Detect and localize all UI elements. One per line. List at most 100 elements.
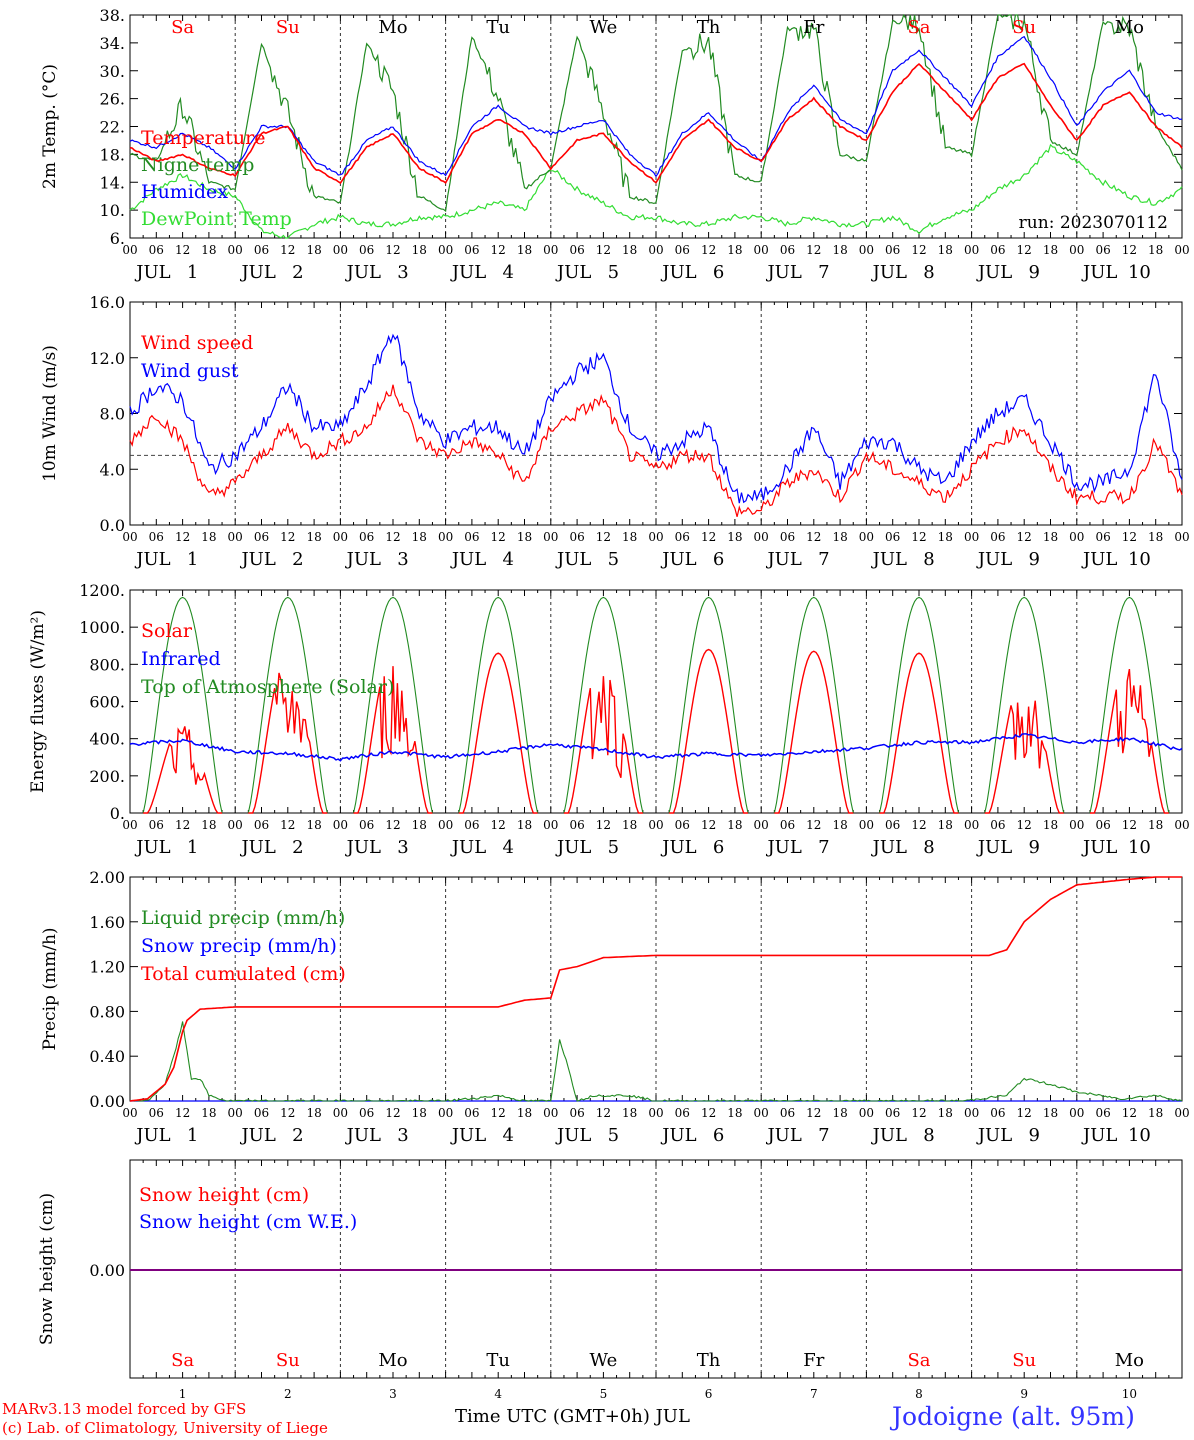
hour-tick-label: 00 xyxy=(648,530,663,544)
hour-tick-label: 12 xyxy=(1017,1106,1032,1120)
y-axis-title: Energy fluxes (W/m²) xyxy=(28,610,48,793)
legend-entry: Snow precip (mm/h) xyxy=(141,935,337,957)
y-tick-label: 22. xyxy=(100,118,125,137)
hour-tick-label: 18 xyxy=(201,530,216,544)
weekday-label: We xyxy=(590,17,618,38)
month-label: JUL xyxy=(765,837,801,858)
hour-tick-label: 06 xyxy=(359,1106,374,1120)
weekday-label: Su xyxy=(1012,17,1036,38)
day-label: 2 xyxy=(292,837,303,858)
legend-entry: Liquid precip (mm/h) xyxy=(141,907,345,929)
hour-tick-label: 00 xyxy=(122,243,137,257)
day-label: 4 xyxy=(502,262,513,283)
day-number: 8 xyxy=(915,1387,923,1401)
hour-tick-label: 00 xyxy=(438,530,453,544)
hour-tick-label: 18 xyxy=(201,818,216,832)
weekday-label: Su xyxy=(276,1350,300,1371)
hour-tick-label: 06 xyxy=(1095,818,1110,832)
hour-tick-label: 06 xyxy=(675,818,690,832)
hour-tick-label: 12 xyxy=(911,818,926,832)
hour-tick-label: 00 xyxy=(1069,818,1084,832)
y-axis-title: Snow height (cm) xyxy=(37,1193,57,1345)
y-tick-label: 38. xyxy=(100,6,125,25)
hour-tick-label: 12 xyxy=(280,243,295,257)
weekday-label: Su xyxy=(1012,1350,1036,1371)
weekday-label: Th xyxy=(697,17,721,38)
hour-tick-label: 12 xyxy=(701,530,716,544)
legend-entry: Humidex xyxy=(141,181,228,203)
month-label: JUL xyxy=(660,549,696,570)
hour-tick-label: 06 xyxy=(990,530,1005,544)
legend-entry: Snow height (cm) xyxy=(139,1184,309,1206)
day-label: 1 xyxy=(187,549,198,570)
legend-entry: Temperature xyxy=(141,127,265,149)
y-tick-label: 16.0 xyxy=(89,293,125,312)
legend-entry: Snow height (cm W.E.) xyxy=(139,1211,357,1233)
hour-tick-label: 06 xyxy=(464,243,479,257)
month-label: JUL xyxy=(239,837,275,858)
month-label: JUL xyxy=(765,1125,801,1146)
y-tick-label: 2.00 xyxy=(89,868,125,887)
day-label: 7 xyxy=(818,262,829,283)
day-number: 5 xyxy=(600,1387,608,1401)
month-label: JUL xyxy=(1081,1125,1117,1146)
hour-tick-label: 00 xyxy=(122,1106,137,1120)
day-label: 9 xyxy=(1028,837,1039,858)
y-tick-label: 8.0 xyxy=(100,405,125,424)
y-tick-label: 0.00 xyxy=(89,1092,125,1111)
hour-tick-label: 18 xyxy=(517,530,532,544)
hour-tick-label: 12 xyxy=(1122,1106,1137,1120)
hour-tick-label: 18 xyxy=(201,1106,216,1120)
hour-tick-label: 12 xyxy=(491,530,506,544)
station-label: Jodoigne (alt. 95m) xyxy=(892,1402,1135,1431)
hour-tick-label: 18 xyxy=(1148,818,1163,832)
hour-tick-label: 18 xyxy=(412,243,427,257)
hour-tick-label: 06 xyxy=(254,818,269,832)
series-line-liquid-precip-mm-h- xyxy=(129,1021,1183,1102)
hour-tick-label: 06 xyxy=(780,243,795,257)
month-label: JUL xyxy=(450,262,486,283)
hour-tick-label: 18 xyxy=(727,243,742,257)
hour-tick-label: 18 xyxy=(727,818,742,832)
hour-tick-label: 06 xyxy=(675,243,690,257)
hour-tick-label: 18 xyxy=(201,243,216,257)
plot-frame xyxy=(129,301,1183,526)
hour-tick-label: 00 xyxy=(1174,530,1189,544)
month-label: JUL xyxy=(765,262,801,283)
hour-tick-label: 00 xyxy=(438,1106,453,1120)
hour-tick-label: 00 xyxy=(859,818,874,832)
day-label: 9 xyxy=(1028,549,1039,570)
hour-tick-label: 18 xyxy=(832,818,847,832)
hour-tick-label: 18 xyxy=(1148,1106,1163,1120)
hour-tick-label: 06 xyxy=(885,1106,900,1120)
panel-1 xyxy=(129,14,1183,239)
series-line-total-cumulated-cm- xyxy=(129,876,1182,1102)
hour-tick-label: 18 xyxy=(727,1106,742,1120)
hour-tick-label: 06 xyxy=(990,243,1005,257)
legend-entry: Total cumulated (cm) xyxy=(141,963,346,985)
day-label: 10 xyxy=(1128,549,1151,570)
month-label: JUL xyxy=(976,262,1012,283)
hour-tick-label: 06 xyxy=(990,1106,1005,1120)
day-label: 1 xyxy=(187,837,198,858)
hour-tick-label: 06 xyxy=(569,1106,584,1120)
y-tick-label: 0. xyxy=(110,804,125,823)
hour-tick-label: 12 xyxy=(806,243,821,257)
x-axis-title: Time UTC (GMT+0h) JUL xyxy=(455,1406,690,1427)
weekday-label: Tu xyxy=(486,1350,510,1371)
month-label: JUL xyxy=(871,837,907,858)
hour-tick-label: 12 xyxy=(911,1106,926,1120)
hour-tick-label: 06 xyxy=(359,243,374,257)
hour-tick-label: 12 xyxy=(596,530,611,544)
weekday-label: Mo xyxy=(378,1350,407,1371)
hour-tick-label: 00 xyxy=(1174,818,1189,832)
y-tick-label: 30. xyxy=(100,62,125,81)
hour-tick-label: 00 xyxy=(1174,243,1189,257)
day-label: 9 xyxy=(1028,262,1039,283)
y-tick-label: 0.40 xyxy=(89,1047,125,1066)
y-tick-label: 200. xyxy=(89,767,125,786)
hour-tick-label: 12 xyxy=(806,1106,821,1120)
day-label: 8 xyxy=(923,549,934,570)
y-tick-label: 34. xyxy=(100,34,125,53)
legend-entry: Infrared xyxy=(141,648,221,670)
